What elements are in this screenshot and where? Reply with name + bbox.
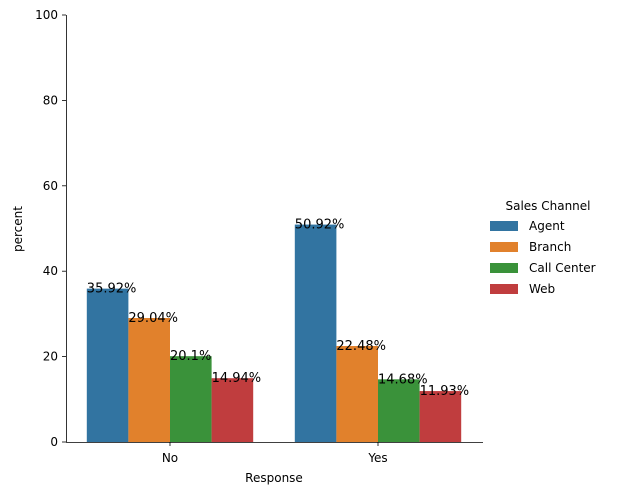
legend-swatch-web bbox=[490, 284, 518, 294]
bar-agent-yes bbox=[294, 224, 337, 442]
bar-branch-yes bbox=[336, 346, 378, 442]
legend-swatch-agent bbox=[490, 221, 518, 231]
x-tick-label: No bbox=[162, 451, 178, 465]
bar-agent-no bbox=[86, 288, 129, 442]
bar-call-center-yes bbox=[378, 379, 420, 442]
axes-layer bbox=[66, 15, 483, 443]
bar-value-label: 29.04% bbox=[128, 311, 178, 326]
legend-swatch-branch bbox=[490, 242, 518, 252]
bar-value-label: 50.92% bbox=[295, 218, 345, 233]
x-axis-label: Response bbox=[245, 471, 303, 485]
legend: Sales Channel Agent Branch Call Center Web bbox=[490, 199, 596, 296]
y-tick-label: 20 bbox=[43, 350, 58, 364]
bar-value-label: 14.68% bbox=[378, 372, 428, 387]
bar-web-no bbox=[211, 378, 254, 442]
bars-layer bbox=[86, 224, 462, 442]
bar-value-label: 20.1% bbox=[170, 349, 211, 364]
y-tick-label: 80 bbox=[43, 93, 58, 107]
bar-value-label: 35.92% bbox=[87, 282, 137, 297]
y-axis-label: percent bbox=[11, 206, 25, 252]
legend-label: Call Center bbox=[529, 261, 596, 275]
data-labels-layer: 35.92% 29.04% 20.1%14.94% 50.92% 22.48% 14.68… bbox=[87, 218, 469, 399]
y-tick-label: 40 bbox=[43, 264, 58, 278]
bar-web-yes bbox=[419, 391, 462, 442]
legend-label: Agent bbox=[529, 219, 565, 233]
legend-swatch-call-center bbox=[490, 263, 518, 273]
y-tick-label: 100 bbox=[35, 8, 58, 22]
y-ticks-layer: 0 20 40 60 80 100 bbox=[35, 8, 66, 449]
legend-label: Web bbox=[529, 282, 555, 296]
y-tick-label: 60 bbox=[43, 179, 58, 193]
x-tick-label: Yes bbox=[367, 451, 387, 465]
legend-label: Branch bbox=[529, 240, 571, 254]
legend-title: Sales Channel bbox=[505, 199, 590, 213]
x-ticks-layer: No Yes bbox=[162, 442, 388, 465]
bar-branch-no bbox=[128, 317, 170, 442]
bar-value-label: 14.94% bbox=[212, 371, 262, 386]
bar-call-center-no bbox=[170, 356, 212, 442]
bar-value-label: 11.93% bbox=[420, 384, 470, 399]
y-tick-label: 0 bbox=[50, 435, 58, 449]
bar-value-label: 22.48% bbox=[336, 339, 386, 354]
